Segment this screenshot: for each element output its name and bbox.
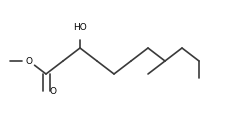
Text: O: O	[50, 87, 57, 96]
Text: HO: HO	[73, 23, 87, 32]
Text: O: O	[26, 57, 33, 66]
